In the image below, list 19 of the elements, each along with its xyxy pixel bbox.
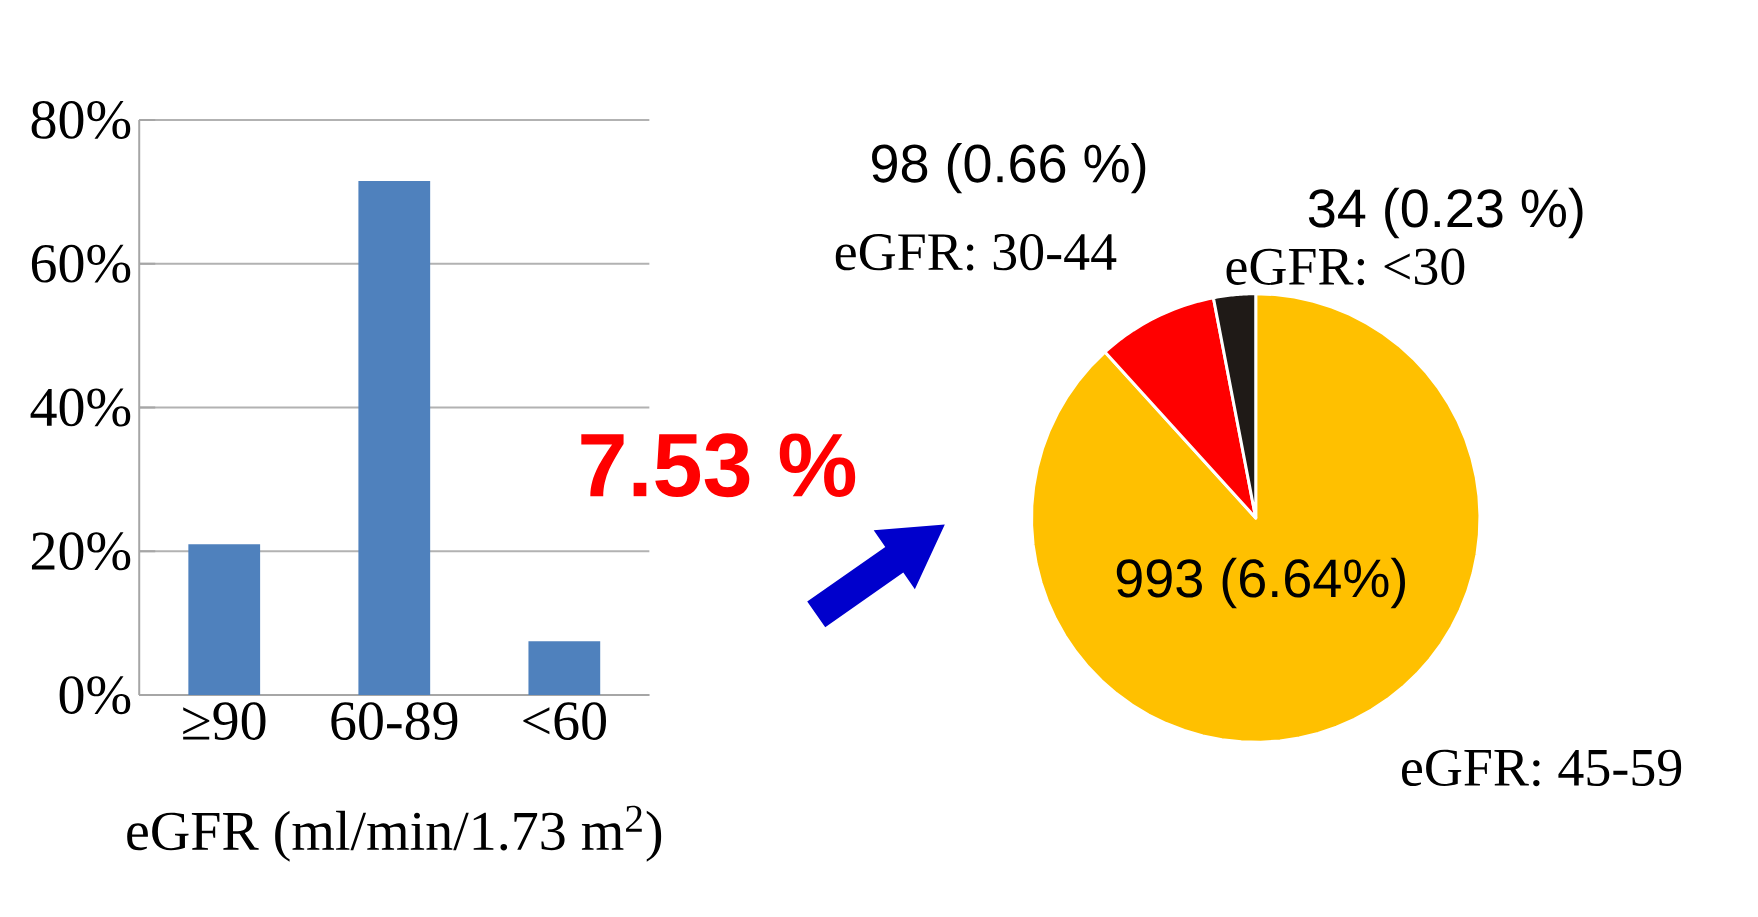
x-tick-label: ≥90	[183, 702, 266, 740]
x-tick-label: 60-89	[331, 702, 458, 740]
data-label: 98 (0.66 %)	[872, 143, 1146, 194]
x-tick-label: <60	[523, 702, 606, 740]
slice-label: eGFR: <30	[1226, 248, 1465, 286]
y-tick-label: 80%	[31, 100, 131, 139]
y-tick-label: 60%	[31, 244, 131, 283]
y-tick-label: 40%	[30, 388, 131, 427]
bar	[528, 641, 601, 696]
x-axis-title: eGFR (ml/min/1.73 m$^{2}$)	[127, 805, 662, 862]
slice-label: eGFR: 30-44	[835, 233, 1117, 271]
y-tick-label: 20%	[31, 532, 131, 571]
y-tick-label: 0%	[59, 676, 131, 715]
bar	[358, 181, 431, 696]
data-label: 34 (0.23 %)	[1308, 187, 1583, 239]
bar	[188, 544, 261, 696]
slice-label: eGFR: 45-59	[1401, 749, 1682, 787]
data-label: 993 (6.64%)	[1116, 557, 1405, 609]
annotation: 7.53 %	[581, 433, 856, 498]
